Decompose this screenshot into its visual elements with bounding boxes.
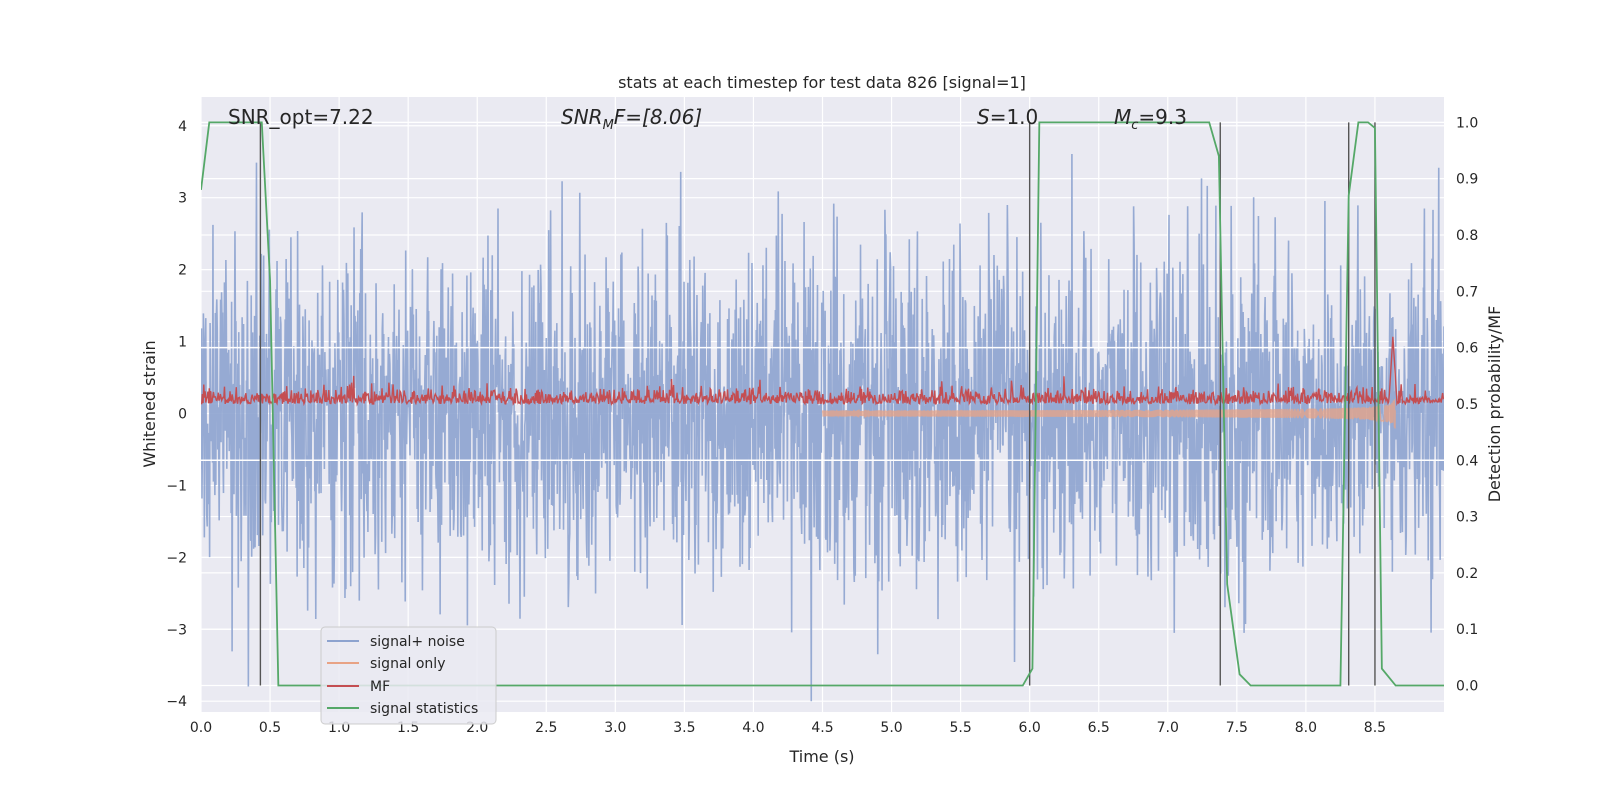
grid-lines	[200, 97, 1444, 712]
snr-mf-sub: M	[603, 118, 614, 133]
mf-line	[201, 336, 1444, 407]
legend-label-signal-only: signal only	[370, 656, 445, 672]
s-value: =1.0	[990, 105, 1039, 129]
mc-sub: c	[1131, 118, 1138, 133]
y-left-axis-label: Whitened strain	[140, 340, 159, 467]
x-tick-label: 8.0	[1295, 720, 1317, 736]
y-right-tick-label: 0.3	[1456, 510, 1478, 526]
y-left-tick-label: 0	[178, 406, 187, 422]
legend-label-mf: MF	[370, 679, 390, 695]
y-left-tick-label: 2	[178, 263, 187, 279]
y-left-tick-label: −4	[166, 694, 187, 710]
signal-only-series	[821, 399, 1396, 429]
legend-label-signal-statistics: signal statistics	[370, 701, 478, 717]
signal-statistics-line	[201, 121, 1444, 687]
y-right-tick-label: 0.2	[1456, 566, 1478, 582]
x-tick-label: 6.0	[1019, 720, 1041, 736]
y-right-tick-label: 0.8	[1456, 228, 1478, 244]
y-left-tick-label: −2	[166, 550, 187, 566]
chart-title: stats at each timestep for test data 826…	[618, 73, 1026, 92]
y-left-tick-label: 3	[178, 191, 187, 207]
x-tick-label: 0.5	[259, 720, 281, 736]
x-tick-label: 8.5	[1364, 720, 1386, 736]
x-tick-label: 4.0	[742, 720, 764, 736]
snr-opt-annotation: SNR_opt=7.22	[228, 105, 374, 129]
s-annotation: S=1.0	[977, 105, 1038, 129]
x-tick-label: 7.5	[1226, 720, 1248, 736]
y-left-tick-label: −1	[166, 478, 187, 494]
mf-series	[201, 336, 1444, 407]
snr-mf-base: SNR	[561, 105, 603, 129]
mc-annotation: Mc=9.3	[1114, 105, 1187, 133]
mc-name: M	[1114, 105, 1131, 129]
legend-label-signal-noise: signal+ noise	[370, 634, 465, 650]
x-tick-label: 3.0	[604, 720, 626, 736]
signal-statistics-series	[201, 121, 1444, 687]
x-tick-label: 6.5	[1088, 720, 1110, 736]
s-name: S	[977, 105, 990, 129]
y-left-tick-label: 4	[178, 119, 187, 135]
snr-mf-rest: F=[8.06]	[614, 105, 702, 129]
signal-noise-series	[201, 153, 1444, 702]
x-tick-label: 5.0	[880, 720, 902, 736]
x-axis-label: Time (s)	[788, 747, 854, 766]
signal-noise-line	[201, 153, 1444, 702]
legend: signal+ noise signal only MF signal stat…	[320, 626, 497, 725]
legend-box	[320, 626, 497, 725]
x-tick-label: 5.5	[949, 720, 971, 736]
signal-only-line	[821, 399, 1396, 429]
y-right-tick-label: 0.5	[1456, 397, 1478, 413]
y-right-tick-labels: 0.0 0.1 0.2 0.3 0.4 0.5 0.6 0.7 0.8 0.9 1.0	[1456, 115, 1478, 694]
y-right-tick-label: 0.4	[1456, 453, 1478, 469]
y-right-axis-label: Detection probability/MF	[1485, 306, 1504, 503]
y-right-tick-label: 1.0	[1456, 115, 1478, 131]
mf-reference-lines	[201, 346, 1444, 462]
mc-value: =9.3	[1138, 105, 1187, 129]
x-tick-label: 3.5	[673, 720, 695, 736]
y-left-tick-labels: −4 −3 −2 −1 0 1 2 3 4	[166, 119, 187, 710]
y-right-tick-label: 0.1	[1456, 622, 1478, 638]
y-left-tick-label: 1	[178, 335, 187, 351]
x-tick-label: 7.0	[1157, 720, 1179, 736]
y-right-tick-label: 0.7	[1456, 284, 1478, 300]
x-tick-label: 2.5	[535, 720, 557, 736]
y-right-tick-label: 0.6	[1456, 341, 1478, 357]
x-tick-label: 0.0	[190, 720, 212, 736]
y-right-tick-label: 0.9	[1456, 172, 1478, 188]
y-left-tick-label: −3	[166, 622, 187, 638]
snr-mf-annotation: SNRMF=[8.06]	[561, 105, 702, 133]
x-tick-label: 4.5	[811, 720, 833, 736]
y-right-tick-label: 0.0	[1456, 679, 1478, 695]
